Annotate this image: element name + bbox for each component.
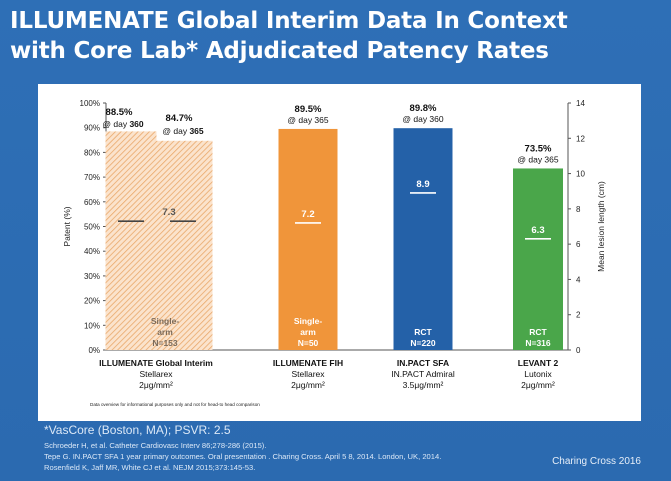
y-tick-label: 100% (80, 99, 100, 108)
bar-2 (153, 140, 213, 350)
study-dose-4: 2μg/mm² (521, 380, 555, 390)
day-label-3: @ day 365 (287, 115, 329, 125)
bar-4-design-line-2: N=220 (410, 338, 436, 348)
value-label-3: 89.5% (295, 104, 322, 115)
reference-2: Tepe G. IN.PACT SFA 1 year primary outco… (44, 452, 442, 461)
lesion-length-label-5: 6.3 (531, 225, 544, 236)
y-tick-label: 90% (84, 124, 100, 133)
y-tick-label: 40% (84, 247, 100, 256)
bar-5-design-line-1: RCT (529, 327, 547, 337)
disclaimer: Data overview for informational purposes… (90, 402, 260, 407)
bar-3-design-line-3: N=50 (298, 338, 319, 348)
y-axis-title: Patent (%) (62, 206, 72, 246)
day-label-4: @ day 360 (402, 114, 444, 124)
title-line-2: with Core Lab* Adjudicated Patency Rates (10, 38, 549, 64)
study-dose-1: 2μg/mm² (139, 380, 173, 390)
study-device-4: Lutonix (524, 369, 552, 379)
core-lab-footnote: *VasCore (Boston, MA); PSVR: 2.5 (44, 423, 231, 437)
bar-3-design-line-1: Single- (294, 316, 323, 326)
y2-tick-label: 12 (576, 134, 585, 143)
y-tick-label: 0% (88, 346, 100, 355)
references: Schroeder H, et al. Catheter Cardiovasc … (44, 440, 441, 473)
y-tick-label: 10% (84, 321, 100, 330)
y2-tick-label: 8 (576, 205, 581, 214)
y2-tick-label: 0 (576, 346, 581, 355)
bar-3-design-line-2: arm (300, 327, 316, 337)
value-label-2: 84.7% (166, 113, 193, 124)
day-label-5: @ day 365 (517, 154, 559, 164)
slide-title: ILLUMENATE Global Interim Data In Contex… (10, 6, 660, 66)
y2-tick-label: 4 (576, 275, 581, 284)
day-label-2: @ day 365 (162, 126, 204, 136)
y2-tick-label: 10 (576, 170, 585, 179)
lesion-length-label-4: 8.9 (416, 179, 429, 190)
bar-4-design-line-1: RCT (414, 327, 432, 337)
title-line-1: ILLUMENATE Global Interim Data In Contex… (10, 8, 568, 34)
conference-name: Charing Cross 2016 (552, 456, 641, 467)
study-name-1: ILLUMENATE Global Interim (99, 358, 213, 368)
reference-1: Schroeder H, et al. Catheter Cardiovasc … (44, 441, 267, 450)
bar-5-design-line-2: N=316 (525, 338, 551, 348)
value-label-1: 88.5% (106, 107, 133, 118)
group-1-design-line-3: N=153 (152, 338, 178, 348)
group-1-design-line-1: Single- (151, 316, 180, 326)
y-tick-label: 20% (84, 297, 100, 306)
day-label-1: @ day 360 (102, 119, 144, 129)
value-label-4: 89.8% (410, 103, 437, 114)
y2-tick-label: 6 (576, 240, 581, 249)
study-name-3: IN.PACT SFA (397, 358, 449, 368)
bar-1 (105, 131, 157, 350)
y-tick-label: 30% (84, 272, 100, 281)
study-name-4: LEVANT 2 (518, 358, 559, 368)
study-device-1: Stellarex (139, 369, 173, 379)
reference-3: Rosenfield K, Jaff MR, White CJ et al. N… (44, 463, 256, 472)
bar-3 (278, 128, 338, 350)
y-tick-label: 60% (84, 198, 100, 207)
y-tick-label: 80% (84, 148, 100, 157)
y2-tick-label: 2 (576, 311, 581, 320)
y2-tick-label: 14 (576, 99, 585, 108)
study-name-2: ILLUMENATE FIH (273, 358, 343, 368)
lesion-length-label-3: 7.2 (301, 209, 314, 220)
study-dose-2: 2μg/mm² (291, 380, 325, 390)
value-label-5: 73.5% (525, 143, 552, 154)
chart-panel: 0% 10% 20% 30% 40% 50% 60% 70% 80% 90% 100% 0 2 4 6 8 10… (38, 84, 641, 421)
bar-4 (393, 128, 453, 350)
group-1-design-line-2: arm (157, 327, 173, 337)
study-device-3: IN.PACT Admiral (391, 369, 455, 379)
study-dose-3: 3.5μg/mm² (403, 380, 444, 390)
y-tick-label: 50% (84, 223, 100, 232)
y-tick-label: 70% (84, 173, 100, 182)
patency-chart: 0% 10% 20% 30% 40% 50% 60% 70% 80% 90% 100% 0 2 4 6 8 10… (62, 99, 606, 407)
lesion-length-label-1: 7.3 (162, 207, 175, 218)
y2-axis-title: Mean lesion length (cm) (596, 181, 606, 272)
bar-5 (513, 168, 563, 350)
study-device-2: Stellarex (291, 369, 325, 379)
